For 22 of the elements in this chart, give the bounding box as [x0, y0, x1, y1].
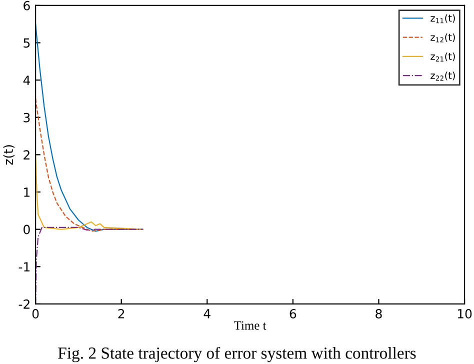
legend-label: z$_{12}$(t)	[430, 33, 455, 42]
y-tick-label: 6	[24, 0, 30, 10]
y-axis-title: z(t)	[3, 145, 14, 165]
legend-label: z$_{11}$(t)	[430, 14, 455, 24]
y-tick-label: 4	[23, 76, 30, 85]
caption: Fig. 2 State trajectory of error system with controllers	[58, 346, 416, 362]
y-tick-label: 0	[24, 224, 30, 234]
legend-label: z$_{22}$(t)	[430, 72, 455, 81]
y-tick-label: 5	[24, 38, 30, 48]
y-tick-label: 2	[24, 150, 30, 160]
x-axis-title: Time t	[234, 321, 266, 330]
y-tick-label: 1	[24, 188, 30, 197]
legend-label: z$_{21}$(t)	[430, 52, 455, 62]
y-tick-label: 3	[24, 112, 30, 122]
x-tick-label: 6	[290, 309, 296, 318]
x-tick-label: 0	[32, 309, 39, 318]
x-tick-label: 2	[118, 309, 124, 318]
x-tick-label: 4	[204, 309, 210, 318]
y-tick-label: -2	[18, 299, 30, 309]
x-tick-label: 10	[458, 309, 472, 318]
y-tick-label: -1	[18, 262, 30, 272]
x-tick-label: 8	[376, 309, 382, 318]
